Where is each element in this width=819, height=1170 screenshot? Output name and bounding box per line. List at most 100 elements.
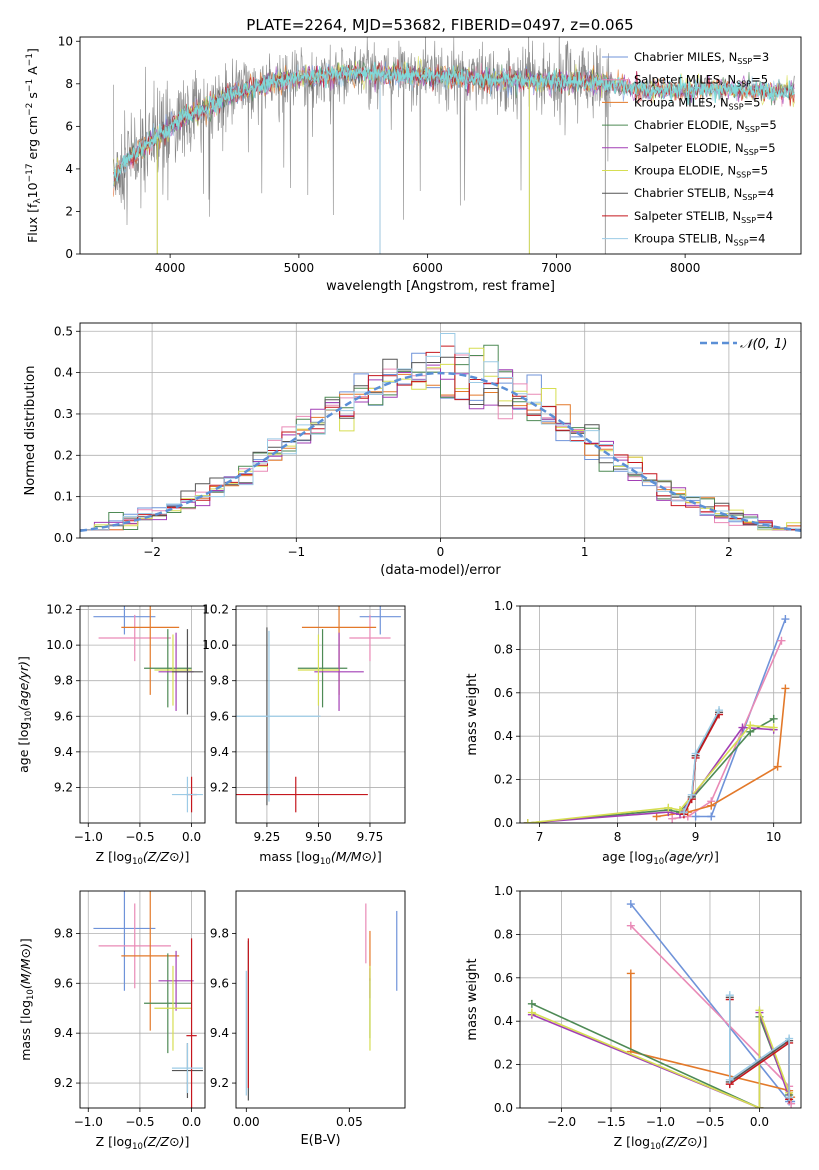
spectrum-data-line [113, 37, 611, 226]
x-axis-label: (data-model)/error [380, 563, 501, 578]
legend-label-main: Chabrier ELODIE, N [634, 118, 745, 132]
y-label-part: 10 [25, 182, 40, 198]
axis-label-close: ] [16, 656, 31, 661]
y-label-part: −17 [25, 163, 35, 182]
weight-series-marker [773, 762, 782, 771]
weight-series-marker [626, 921, 635, 930]
y-tick-label: 1.0 [494, 884, 513, 898]
panel-residuals: −2 −1 0 1 2 0.0 0.1 0.2 0.3 0.4 0.5 (data-model)/er… [23, 322, 802, 578]
y-tick-label: 8 [65, 77, 73, 91]
y-tick-label: 9.2 [210, 780, 229, 794]
y-tick-label: 0.1 [54, 490, 73, 504]
axis-label-prefix: Z [log [96, 1134, 132, 1149]
weight-series-marker [707, 812, 716, 821]
axis-label-close: ] [184, 1134, 189, 1149]
x-tick-label: 1 [581, 545, 589, 559]
y-tick-label: 9.2 [54, 1076, 73, 1090]
grid [80, 891, 205, 1108]
legend-label-sub: SSP [737, 57, 752, 66]
weight-series-marker [668, 814, 677, 823]
x-tick-label: 0.0 [182, 830, 201, 844]
weight-series-marker [626, 900, 635, 909]
y-tick-label: 9.4 [54, 1026, 73, 1040]
weight-series-marker [652, 812, 661, 821]
axis-label-sub: 10 [132, 857, 143, 867]
x-axis-label: E(B-V) [300, 1133, 340, 1148]
y-tick-label: 9.2 [210, 1076, 229, 1090]
y-tick-label: 0.4 [494, 1014, 513, 1028]
y-tick-label: 0.5 [54, 324, 73, 338]
weight-series-marker [785, 1034, 794, 1043]
y-tick-label: 9.8 [210, 674, 229, 688]
weight-series-marker [746, 721, 755, 730]
x-tick-label: 4000 [155, 261, 186, 275]
x-tick-label: 5000 [284, 261, 315, 275]
legend-label-suffix: =5 [760, 118, 777, 132]
axis-label-sub: 10 [26, 989, 36, 1000]
axis-label-close: ] [714, 849, 719, 864]
legend-label: Chabrier STELIB, NSSP=4 [634, 186, 774, 202]
x-axis-label: age [log10(age/yr)] [602, 849, 719, 867]
axes-frame [79, 605, 206, 824]
y-tick-label: 10.0 [202, 638, 229, 652]
y-tick-label: 9.8 [54, 674, 73, 688]
y-tick-label: 0.6 [494, 686, 513, 700]
legend-label-suffix: =5 [744, 95, 761, 109]
x-tick-label: −1.5 [596, 1115, 625, 1129]
weight-series-marker [527, 999, 536, 1008]
axes-frame [235, 890, 406, 1109]
axis-label-sub: 10 [320, 857, 331, 867]
weight-series-marker [725, 991, 734, 1000]
y-tick-label: 0.4 [54, 366, 73, 380]
panel-mass-vs-Z: −1.0 −0.5 0.09.29.49.69.8Z [log10(Z/Z⊙)]ma… [18, 890, 206, 1152]
y-tick-label: 0.8 [494, 927, 513, 941]
y-tick-label: 0.3 [54, 407, 73, 421]
plot-area [245, 903, 398, 1101]
y-tick-label: 9.6 [54, 976, 73, 990]
y-tick-label: 0.4 [494, 729, 513, 743]
axis-label-inner: (age/yr) [664, 849, 714, 864]
legend-label-sub: SSP [734, 239, 749, 248]
weight-series-marker [715, 706, 724, 715]
weight-series-marker [777, 636, 786, 645]
y-tick-label: 0 [65, 247, 73, 261]
y-tick-label: 0.6 [494, 971, 513, 985]
x-tick-label: 2 [725, 545, 733, 559]
x-tick-label: −0.5 [695, 1115, 724, 1129]
spectrum-model-line-top [113, 62, 795, 182]
y-label-part: erg cm [25, 116, 40, 164]
y-tick-label: 9.8 [54, 926, 73, 940]
plot-area [80, 891, 205, 1108]
weight-series-line [630, 973, 792, 1098]
y-tick-label: 10.2 [46, 603, 73, 617]
y-tick-label: 9.2 [54, 780, 73, 794]
y-tick-label: 0.2 [494, 773, 513, 787]
panel-mass-vs-EBV: 0.00 0.05 9.2 9.4 9.6 9.8 E(B-V) [210, 890, 406, 1148]
y-tick-label: 10 [58, 34, 73, 48]
x-tick-label: 7000 [541, 261, 572, 275]
axis-label-prefix: mass [log [18, 1000, 33, 1061]
axes-frame [519, 605, 802, 824]
panel-spectrum: 4000 5000 6000 7000 8000 0 2 4 6 8 10 wavelength [A… [25, 34, 802, 294]
x-tick-label: −1.0 [74, 1115, 103, 1129]
axis-label-prefix: age [log [602, 849, 653, 864]
axis-label-close: ] [18, 938, 33, 943]
x-axis-label: Z [log10(Z/Z⊙)] [96, 849, 190, 867]
axis-label-prefix: Z [log [96, 849, 132, 864]
x-axis-label: mass [log10(M/M⊙)] [259, 849, 382, 867]
weight-series-marker [738, 723, 747, 732]
x-tick-label: 0.00 [233, 1115, 260, 1129]
plot-area [236, 606, 405, 823]
axis-label-inner: (Z/Z⊙) [143, 1134, 185, 1149]
legend-label-main: Kroupa ELODIE, N [634, 164, 736, 178]
weight-series-marker [769, 714, 778, 723]
weight-series-marker [691, 749, 700, 758]
legend-label-suffix: =4 [757, 186, 774, 200]
panel-age-vs-Z: −1.0 −0.5 0.09.29.49.69.810.010.2Z [log10(… [16, 603, 206, 867]
x-tick-label: 9.75 [357, 830, 384, 844]
x-tick-label: 9.25 [254, 830, 281, 844]
x-axis-label: wavelength [Angstrom, rest frame] [326, 279, 555, 294]
legend-label-main: Kroupa STELIB, N [634, 232, 734, 246]
y-tick-label: 10.0 [46, 638, 73, 652]
